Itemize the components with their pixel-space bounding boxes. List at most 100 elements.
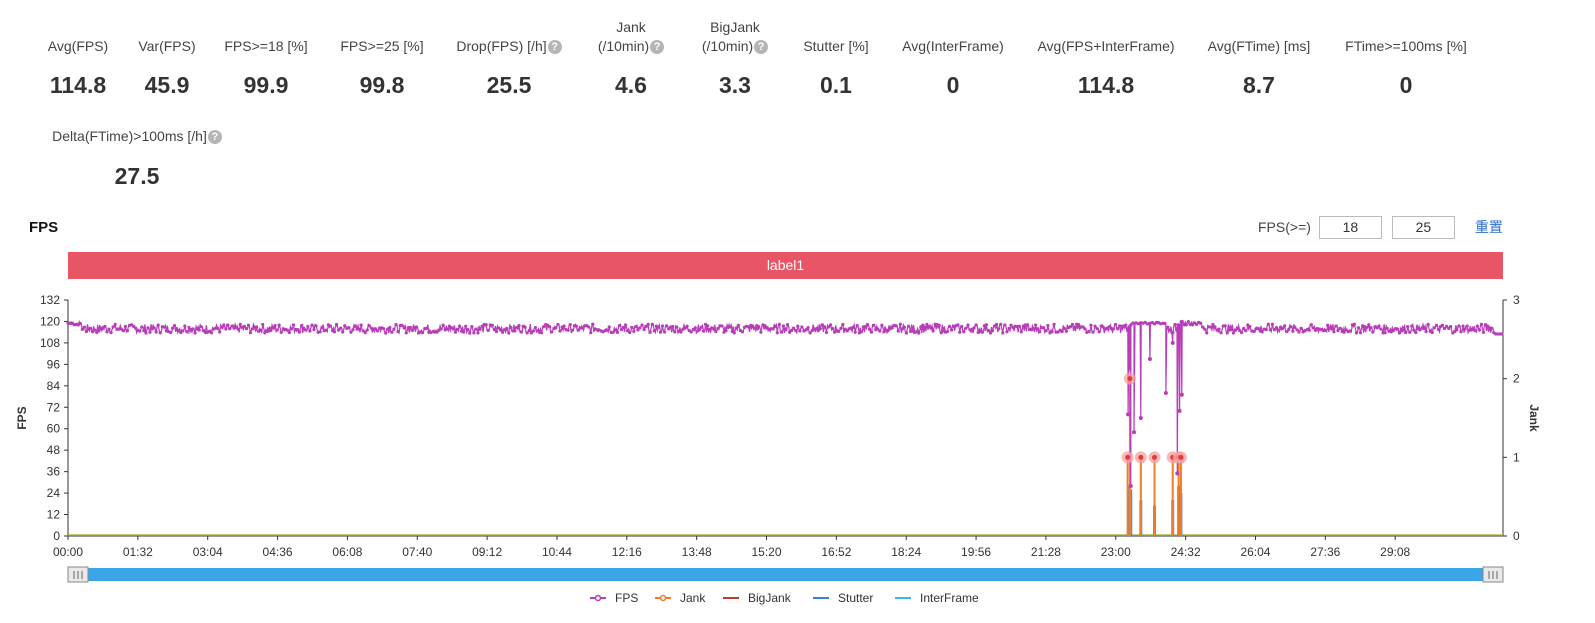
fps-point bbox=[554, 326, 558, 330]
fps-point bbox=[1500, 332, 1504, 336]
fps-point bbox=[1131, 321, 1135, 325]
fps-point bbox=[1459, 330, 1463, 334]
help-icon[interactable]: ? bbox=[547, 40, 562, 54]
fps-point bbox=[1414, 330, 1418, 335]
fps-point bbox=[898, 322, 902, 326]
fps-point bbox=[357, 327, 361, 331]
fps-point bbox=[947, 324, 952, 328]
fps-point bbox=[1211, 322, 1215, 327]
fps-point bbox=[638, 326, 642, 330]
fps-drop-point bbox=[1132, 430, 1136, 435]
fps-point bbox=[855, 324, 859, 328]
fps-point bbox=[1430, 330, 1434, 335]
fps-threshold-input-2[interactable]: 25 bbox=[1391, 215, 1455, 239]
fps-point bbox=[689, 330, 693, 334]
fps-drop-point bbox=[1127, 365, 1132, 370]
fps-point bbox=[656, 325, 661, 329]
metric-value: 114.8 bbox=[1077, 72, 1135, 98]
x-tick-label: 12:16 bbox=[612, 545, 642, 559]
help-icon[interactable]: ? bbox=[207, 130, 222, 144]
fps-point bbox=[1338, 326, 1342, 330]
fps-point bbox=[365, 328, 369, 332]
help-icon[interactable]: ? bbox=[650, 40, 665, 54]
legend-item-bigjank[interactable]: BigJank bbox=[723, 591, 792, 605]
fps-point bbox=[173, 323, 177, 328]
metric-value: 25.5 bbox=[486, 72, 532, 98]
fps-point bbox=[1095, 327, 1099, 331]
fps-point bbox=[111, 325, 115, 329]
fps-point bbox=[144, 331, 148, 335]
metric-1: Var(FPS) 45.9 bbox=[67, 18, 267, 98]
fps-point bbox=[783, 327, 788, 331]
label-band: label1 bbox=[68, 252, 1503, 279]
fps-point bbox=[519, 330, 523, 334]
metric-label: FTime>=100ms [%] bbox=[1306, 37, 1506, 56]
fps-point bbox=[466, 327, 470, 332]
metric-value: 114.8 bbox=[49, 72, 107, 98]
fps-point bbox=[1295, 328, 1299, 332]
metric-value: 8.7 bbox=[1243, 72, 1275, 98]
legend-item-fps[interactable]: FPS bbox=[590, 591, 638, 605]
fps-point bbox=[673, 330, 677, 334]
fps-point bbox=[904, 331, 909, 335]
fps-drop-point bbox=[1179, 392, 1184, 397]
fps-point bbox=[1276, 328, 1281, 332]
help-icon[interactable]: ? bbox=[754, 40, 769, 54]
fps-point bbox=[109, 331, 113, 335]
fps-point bbox=[496, 326, 501, 330]
fps-point bbox=[1252, 329, 1256, 333]
fps-point bbox=[814, 327, 818, 331]
fps-point bbox=[1163, 321, 1167, 325]
fps-point bbox=[591, 322, 595, 326]
fps-point bbox=[146, 326, 150, 330]
fps-point bbox=[587, 325, 591, 329]
fps-point bbox=[1046, 323, 1050, 328]
x-tick-label: 29:08 bbox=[1380, 545, 1410, 559]
fps-point bbox=[851, 325, 855, 329]
fps-point bbox=[1426, 322, 1430, 327]
reset-button[interactable]: 重置 bbox=[1474, 219, 1503, 235]
fps-point bbox=[1009, 323, 1013, 327]
fps-threshold-input-1[interactable]: 18 bbox=[1318, 215, 1382, 239]
time-range-slider[interactable] bbox=[68, 568, 1503, 581]
fps-point bbox=[1457, 324, 1461, 328]
fps-point bbox=[562, 324, 566, 328]
fps-point bbox=[1283, 324, 1287, 328]
fps-point bbox=[168, 330, 173, 334]
fps-point bbox=[1356, 326, 1361, 330]
legend-item-jank[interactable]: Jank bbox=[655, 591, 706, 605]
fps-drop-point bbox=[1128, 483, 1133, 488]
fps-point bbox=[199, 325, 203, 329]
fps-point bbox=[224, 327, 228, 331]
fps-point bbox=[462, 330, 466, 334]
fps-point bbox=[498, 328, 503, 332]
fps-point bbox=[226, 323, 230, 327]
fps-point bbox=[410, 328, 414, 333]
fps-point bbox=[197, 328, 201, 332]
metric-label: Avg(FPS+InterFrame) bbox=[1006, 37, 1206, 56]
legend-label: InterFrame bbox=[920, 591, 979, 605]
fps-point bbox=[671, 324, 675, 329]
fps-point bbox=[314, 324, 318, 328]
fps-point bbox=[986, 328, 991, 333]
metric-label-line: (/10min)? bbox=[635, 37, 835, 56]
fps-point bbox=[1176, 323, 1180, 327]
fps-point bbox=[1293, 325, 1297, 329]
fps-point bbox=[617, 323, 622, 328]
legend-item-interframe[interactable]: InterFrame bbox=[895, 591, 979, 605]
fps-point bbox=[716, 326, 720, 331]
fps-point bbox=[1107, 325, 1111, 329]
fps-point bbox=[269, 328, 273, 332]
fps-point bbox=[966, 323, 970, 327]
legend-item-stutter[interactable]: Stutter bbox=[813, 591, 873, 605]
metric-value: 3.3 bbox=[719, 72, 751, 98]
fps-point bbox=[929, 326, 933, 330]
fps-point bbox=[773, 324, 777, 329]
x-tick-label: 07:40 bbox=[402, 545, 432, 559]
fps-point bbox=[619, 327, 624, 332]
fps-point bbox=[539, 331, 544, 335]
fps-point bbox=[1070, 322, 1075, 327]
fps-point bbox=[679, 330, 683, 334]
metric-label-line: Avg(FPS) bbox=[47, 38, 109, 54]
fps-point bbox=[339, 326, 343, 330]
